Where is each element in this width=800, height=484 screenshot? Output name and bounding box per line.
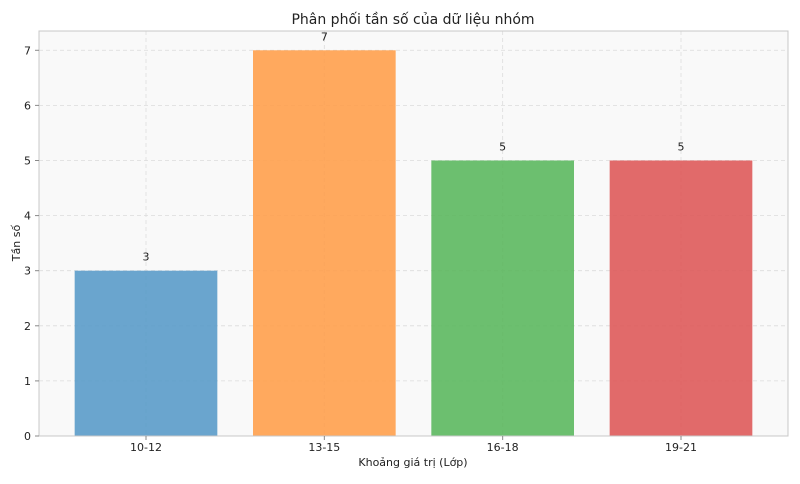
x-axis-ticks: 10-12 13-15 16-18 19-21 <box>130 436 697 454</box>
axes-frame <box>38 30 789 437</box>
chart-title: Phân phối tần số của dữ liệu nhóm <box>291 11 534 28</box>
x-tick-label: 10-12 <box>130 441 162 454</box>
bar-value-label: 7 <box>321 30 328 43</box>
x-tick-label: 16-18 <box>487 441 519 454</box>
y-tick-label: 4 <box>24 210 31 223</box>
y-axis-ticks: 0 1 2 3 4 5 6 7 <box>24 44 39 443</box>
x-axis-label: Khoảng giá trị (Lớp) <box>358 456 467 469</box>
bar-value-label: 5 <box>499 140 506 153</box>
bar-13-15 <box>253 50 396 437</box>
bar-value-label: 5 <box>678 140 685 153</box>
y-axis-label: Tần số <box>10 225 23 263</box>
axes <box>38 30 789 437</box>
x-tick-label: 19-21 <box>665 441 697 454</box>
y-tick-label: 5 <box>24 154 31 167</box>
bar-19-21 <box>609 160 753 436</box>
y-tick-label: 6 <box>24 99 31 112</box>
x-tick-label: 13-15 <box>308 441 340 454</box>
y-tick-label: 1 <box>24 375 31 388</box>
y-tick-label: 0 <box>24 430 31 443</box>
y-tick-label: 7 <box>24 44 31 57</box>
bars <box>74 50 753 437</box>
bar-16-18 <box>431 160 574 436</box>
value-labels: 3 7 5 5 <box>143 30 685 263</box>
y-tick-label: 2 <box>24 320 31 333</box>
y-tick-label: 3 <box>24 265 31 278</box>
bar-value-label: 3 <box>143 251 150 264</box>
bar-10-12 <box>74 270 218 436</box>
